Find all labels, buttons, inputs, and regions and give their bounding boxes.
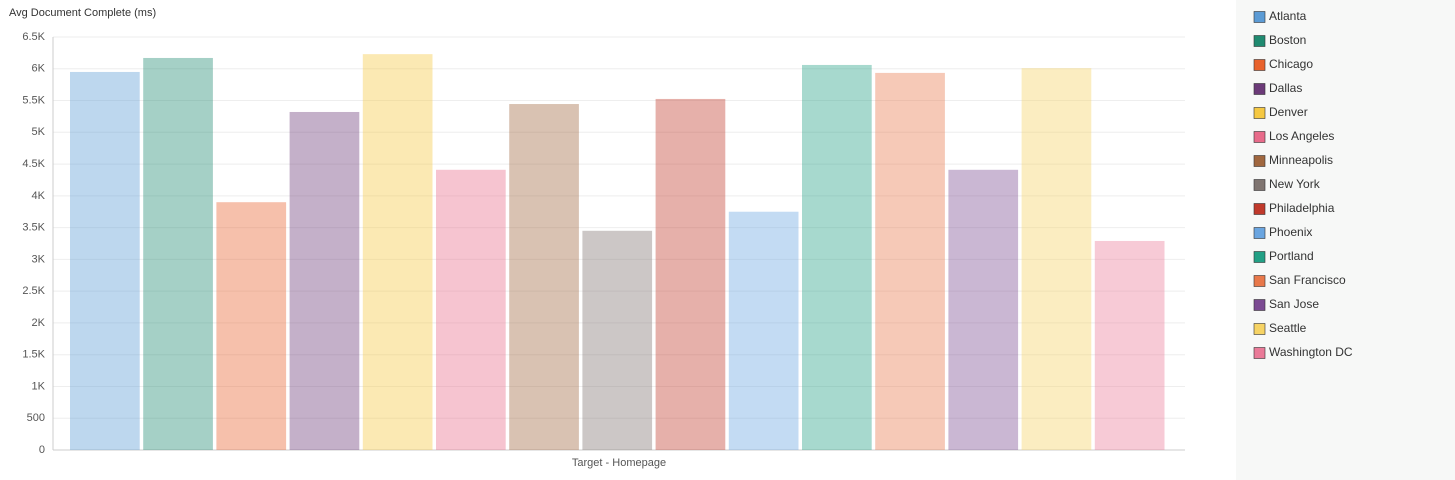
y-tick-label: 3.5K [22,222,45,234]
bar [362,54,433,450]
legend-label: Atlanta [1269,9,1307,23]
legend-label: Minneapolis [1269,153,1333,167]
legend-swatch [1253,203,1266,215]
y-axis-title: Avg Document Complete (ms) [9,7,156,19]
bar [948,169,1019,450]
legend-label: Washington DC [1269,345,1353,359]
y-tick-label: 1K [32,380,46,392]
legend-swatch [1253,131,1266,143]
y-tick-label: 3K [32,253,46,265]
legend-swatch [1253,11,1266,23]
legend-swatch [1253,83,1266,95]
y-tick-label: 2.5K [22,285,45,297]
y-tick-label: 0 [39,444,45,456]
legend-label: Philadelphia [1269,201,1335,215]
bar [582,230,653,450]
y-tick-label: 6K [32,63,46,75]
bar [728,211,799,450]
legend-swatch [1253,35,1266,47]
bar [655,98,726,450]
legend-swatch [1253,59,1266,71]
legend-swatch [1253,155,1266,167]
legend-swatch [1253,275,1266,287]
bar [70,71,140,450]
bar [143,57,213,451]
y-tick-label: 500 [27,412,45,424]
y-tick-label: 5.5K [22,94,45,106]
bar [289,111,360,450]
bar [216,202,287,450]
y-tick-label: 6.5K [22,31,45,43]
legend-panel [1236,0,1455,480]
legend-label: Los Angeles [1269,129,1334,143]
legend-swatch [1253,107,1266,119]
legend-label: Denver [1269,105,1308,119]
legend-label: Portland [1269,249,1314,263]
legend-swatch [1253,179,1266,191]
legend-swatch [1253,227,1266,239]
bar [509,104,579,450]
legend-label: Boston [1269,33,1306,47]
legend-label: Dallas [1269,81,1302,95]
x-tick-label: Target - Homepage [572,457,666,469]
legend-label: Phoenix [1269,225,1312,239]
y-tick-label: 4.5K [22,158,45,170]
bar [802,64,872,451]
y-tick-label: 1.5K [22,349,45,361]
legend-swatch [1253,251,1266,263]
legend-label: San Francisco [1269,273,1346,287]
legend-label: New York [1269,177,1321,191]
bar [875,72,945,450]
legend-swatch [1253,323,1266,335]
legend-label: Chicago [1269,57,1313,71]
legend-label: San Jose [1269,297,1319,311]
legend-swatch [1253,347,1266,359]
bar [1094,240,1165,450]
y-tick-label: 4K [32,190,46,202]
bar [436,169,506,450]
bar [1021,68,1092,450]
y-tick-label: 5K [32,126,46,138]
legend-label: Seattle [1269,321,1307,335]
y-tick-label: 2K [32,317,46,329]
legend-swatch [1253,299,1266,311]
